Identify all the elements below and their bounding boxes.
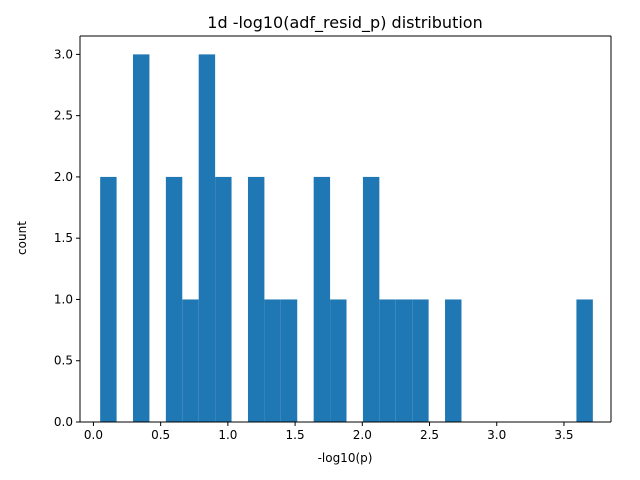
x-tick-label: 2.0: [353, 428, 372, 442]
histogram-bar: [280, 299, 298, 422]
x-tick-label: 1.5: [286, 428, 305, 442]
y-axis-label: count: [15, 221, 29, 255]
histogram-bar: [395, 299, 413, 422]
y-tick-label: 3.0: [54, 47, 73, 61]
x-axis-ticks: 0.0 0.5 1.0 1.5 2.0 2.5 3.0 3.5: [84, 422, 573, 442]
histogram-bar: [330, 299, 347, 422]
histogram-bar: [412, 299, 429, 422]
histogram-bar: [247, 176, 265, 422]
x-axis-label: -log10(p): [318, 451, 373, 465]
y-tick-label: 2.0: [54, 170, 73, 184]
x-tick-label: 1.0: [218, 428, 237, 442]
y-tick-label: 0.5: [54, 354, 73, 368]
histogram-bar: [165, 176, 183, 422]
histogram-bar: [133, 54, 150, 422]
y-axis-ticks: 0.0 0.5 1.0 1.5 2.0 2.5 3.0: [54, 47, 80, 429]
histogram-bar: [182, 299, 199, 422]
histogram-bar: [313, 176, 331, 422]
x-tick-label: 0.0: [84, 428, 103, 442]
x-tick-label: 3.5: [554, 428, 573, 442]
histogram-bar: [198, 54, 216, 422]
histogram-bar: [215, 176, 232, 422]
y-tick-label: 0.0: [54, 415, 73, 429]
y-tick-label: 2.5: [54, 109, 73, 123]
x-tick-label: 2.5: [420, 428, 439, 442]
axes-frame: [79, 35, 612, 423]
histogram-bar: [264, 299, 281, 422]
histogram-bars: [100, 54, 593, 422]
histogram-bar: [100, 176, 117, 422]
y-tick-label: 1.0: [54, 292, 73, 306]
histogram-bar: [445, 299, 462, 422]
histogram-bar: [362, 176, 380, 422]
histogram-bar: [379, 299, 396, 422]
x-tick-label: 3.0: [487, 428, 506, 442]
histogram-bar: [576, 299, 593, 422]
chart-title: 1d -log10(adf_resid_p) distribution: [207, 13, 482, 33]
x-tick-label: 0.5: [151, 428, 170, 442]
y-tick-label: 1.5: [54, 231, 73, 245]
